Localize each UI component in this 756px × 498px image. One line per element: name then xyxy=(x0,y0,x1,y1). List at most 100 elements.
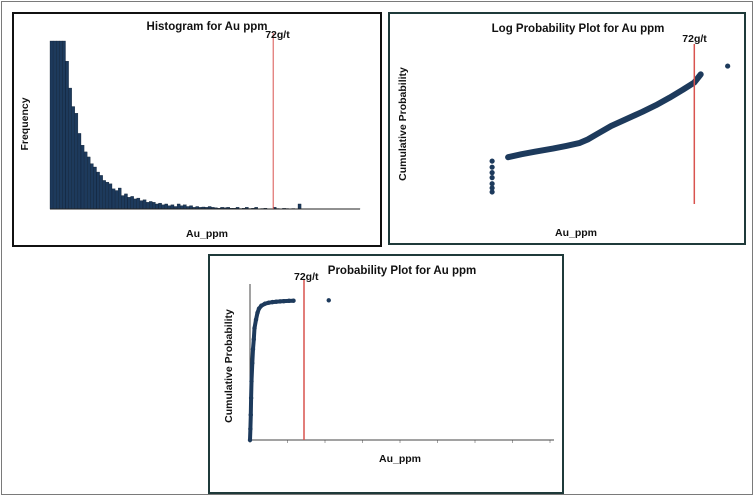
log-probability-point xyxy=(489,158,495,164)
log-probability-point xyxy=(585,136,591,143)
histogram-bar xyxy=(142,199,147,210)
histogram-bar xyxy=(59,40,63,210)
histogram-bar xyxy=(127,197,131,210)
log-probability-point xyxy=(653,102,659,108)
log-probability-point xyxy=(608,123,614,129)
histogram-bar xyxy=(189,205,193,210)
histogram-bars xyxy=(49,40,361,210)
histogram-bar xyxy=(114,190,119,210)
log-probability-chart: Log Probability Plot for Au ppm Au_ppm C… xyxy=(397,23,731,239)
probability-point xyxy=(270,299,275,305)
histogram-bar xyxy=(105,181,110,210)
probability-title: Probability Plot for Au ppm xyxy=(328,265,476,277)
probability-point xyxy=(255,310,260,315)
histogram-bar xyxy=(52,40,57,210)
histogram-bar xyxy=(108,183,113,210)
histogram-bar xyxy=(176,203,181,210)
probability-point xyxy=(250,360,255,366)
histogram-bar xyxy=(65,61,69,210)
log-probability-point xyxy=(622,117,628,123)
probability-points xyxy=(247,298,331,443)
log-probability-point xyxy=(563,143,569,149)
log-probability-y-axis-label: Cumulative Probability xyxy=(397,67,409,181)
probability-cutoff-label: 72g/t xyxy=(294,271,319,283)
histogram-bar xyxy=(71,106,75,210)
probability-y-axis-label: Cumulative Probability xyxy=(223,309,235,423)
log-probability-title: Log Probability Plot for Au ppm xyxy=(492,23,665,35)
probability-chart: Probability Plot for Au ppm Au_ppm Cumul… xyxy=(223,265,554,465)
probability-point xyxy=(326,298,331,303)
probability-point xyxy=(277,299,283,304)
probability-point xyxy=(248,426,253,432)
histogram-bar xyxy=(68,87,72,210)
probability-point xyxy=(262,301,268,306)
histogram-bar xyxy=(118,187,122,210)
histogram-title: Histogram for Au ppm xyxy=(147,21,268,33)
probability-point xyxy=(281,298,286,304)
histogram-bar xyxy=(62,40,66,210)
histogram-bar xyxy=(130,196,134,210)
histogram-bar xyxy=(77,133,82,210)
histogram-chart: Histogram for Au ppm Au_ppm Frequency 72… xyxy=(19,21,361,240)
log-probability-point xyxy=(666,95,672,101)
histogram-bar xyxy=(180,205,184,210)
log-probability-point xyxy=(550,145,556,152)
log-probability-point xyxy=(680,87,686,93)
histogram-bar xyxy=(96,171,100,210)
histogram-x-axis-label: Au_ppm xyxy=(186,228,228,240)
log-probability-point xyxy=(518,151,525,157)
log-probability-panel: Log Probability Plot for Au ppm Au_ppm C… xyxy=(388,12,746,245)
log-probability-point xyxy=(595,131,601,137)
histogram-bar xyxy=(167,205,172,210)
histogram-bar xyxy=(136,197,141,210)
probability-panel: Probability Plot for Au ppm Au_ppm Cumul… xyxy=(208,254,564,494)
histogram-bar xyxy=(74,113,79,210)
log-probability-point xyxy=(489,175,495,181)
probability-point xyxy=(247,437,253,443)
probability-point xyxy=(252,325,257,331)
histogram-bar xyxy=(158,202,162,210)
log-probability-curve xyxy=(505,71,704,161)
probability-point xyxy=(253,317,259,322)
log-probability-cutoff-label: 72g/t xyxy=(682,33,707,45)
histogram-bar xyxy=(102,180,106,210)
histogram-bar xyxy=(93,166,97,210)
histogram-bar xyxy=(99,175,103,210)
histogram-bar xyxy=(56,40,60,210)
probability-point xyxy=(251,337,256,342)
histogram-bar xyxy=(133,198,137,210)
histogram-bar xyxy=(183,204,187,210)
log-probability-point xyxy=(532,149,538,155)
log-probability-point xyxy=(489,170,495,176)
histogram-bar xyxy=(90,163,94,210)
probability-point xyxy=(259,303,264,308)
histogram-bar xyxy=(121,195,125,210)
probability-point xyxy=(274,299,279,304)
histogram-bar xyxy=(155,203,159,210)
histogram-cutoff-label: 72g/t xyxy=(265,29,290,41)
probability-point xyxy=(248,395,254,401)
log-probability-point xyxy=(489,189,495,195)
histogram-bar xyxy=(170,204,175,210)
probability-point xyxy=(249,379,254,384)
probability-point xyxy=(291,298,296,303)
log-probability-point xyxy=(505,154,511,160)
histogram-bar xyxy=(111,188,116,210)
log-probability-point xyxy=(489,164,495,170)
histogram-y-axis-label: Frequency xyxy=(19,97,31,150)
histogram-bar xyxy=(297,203,302,210)
log-probability-point xyxy=(489,181,495,187)
histogram-bar xyxy=(80,145,85,210)
histogram-bar xyxy=(139,200,144,210)
log-probability-point xyxy=(639,109,646,115)
probability-point xyxy=(248,412,253,418)
probability-point xyxy=(250,346,256,352)
log-probability-point xyxy=(725,63,731,69)
histogram-bar xyxy=(161,204,165,210)
probability-point xyxy=(266,300,271,305)
histogram-bar xyxy=(152,202,156,210)
probability-point xyxy=(286,298,292,304)
histogram-bar xyxy=(124,193,128,210)
histogram-bar xyxy=(145,202,150,210)
